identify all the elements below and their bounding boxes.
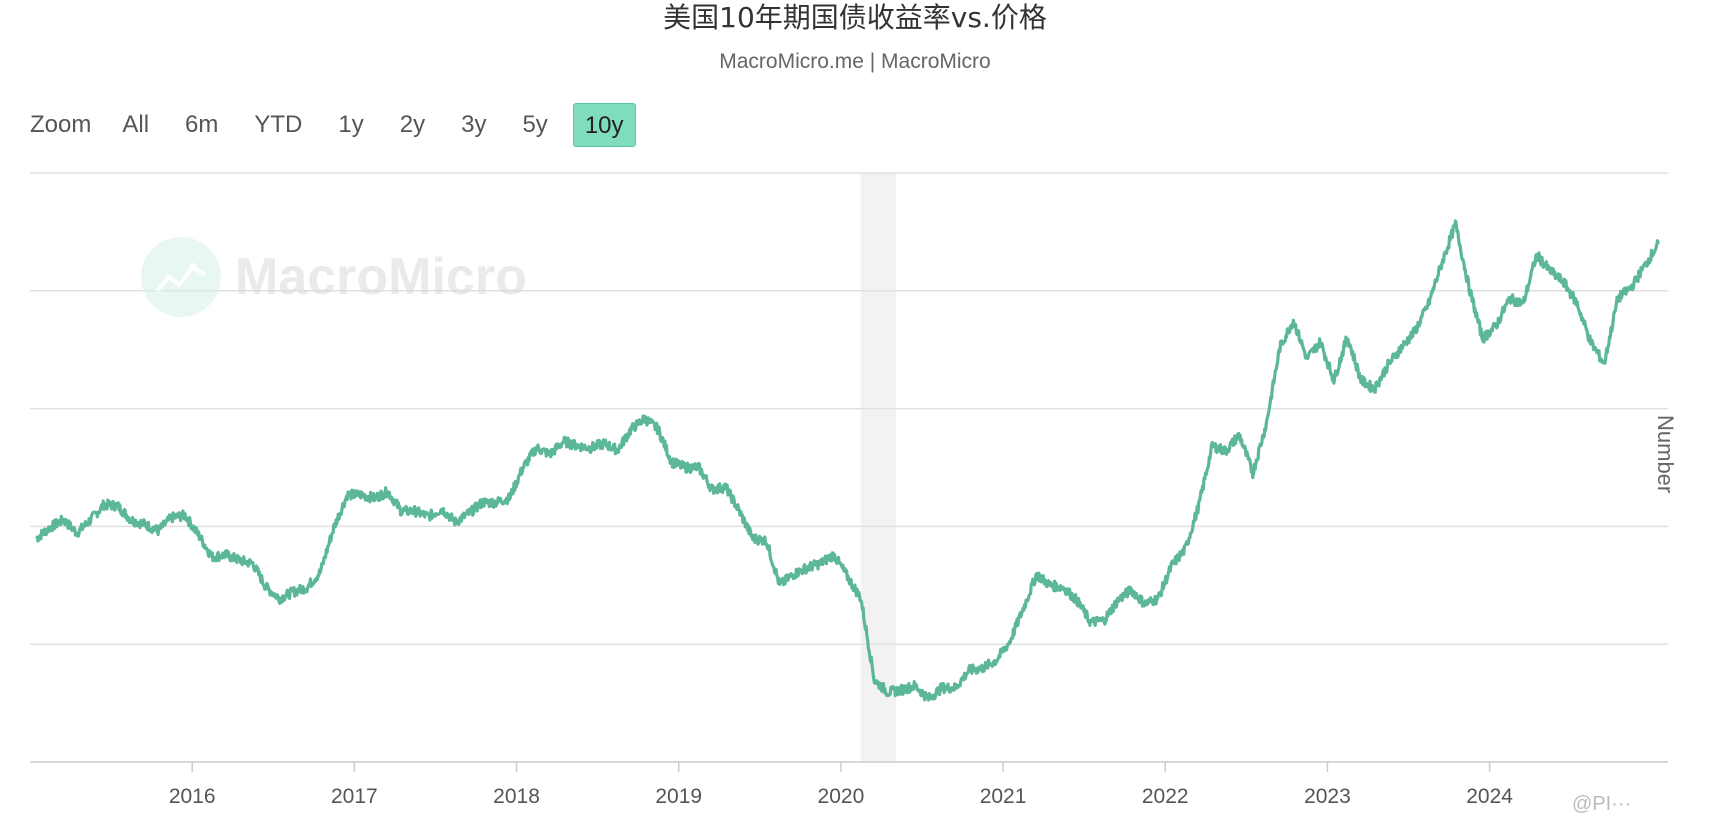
- range-button-6m[interactable]: 6m: [185, 111, 219, 138]
- x-tick-label: 2017: [331, 785, 378, 808]
- range-button-10y[interactable]: 10y: [572, 103, 636, 147]
- zoom-label: Zoom: [30, 111, 92, 138]
- range-button-5y[interactable]: 5y: [522, 111, 548, 138]
- x-axis: 2016 2017 2018 2019 2020 2021 2022 2023 2024: [169, 762, 1513, 808]
- range-button-all[interactable]: All: [122, 111, 150, 138]
- watermark-text: MacroMicro: [235, 248, 527, 306]
- y-axis-label: Number: [1653, 415, 1678, 494]
- chart-title: 美国10年期国债收益率vs.价格: [663, 1, 1047, 34]
- watermark: MacroMicro: [141, 237, 527, 317]
- range-selector: Zoom All 6m YTD 1y 2y 3y 5y 10y: [30, 103, 650, 147]
- x-tick-label: 2024: [1466, 785, 1513, 808]
- chart-subtitle: MacroMicro.me | MacroMicro: [719, 50, 991, 73]
- range-button-3y[interactable]: 3y: [461, 111, 487, 138]
- range-button-1y[interactable]: 1y: [338, 111, 364, 138]
- range-button-ytd[interactable]: YTD: [254, 111, 303, 138]
- x-tick-label: 2016: [169, 785, 216, 808]
- x-tick-label: 2020: [818, 785, 865, 808]
- x-tick-label: 2022: [1142, 785, 1189, 808]
- x-tick-label: 2021: [980, 785, 1027, 808]
- range-button-2y[interactable]: 2y: [399, 111, 426, 138]
- recession-band-layer: [860, 173, 897, 762]
- gridlines: [30, 172, 1668, 763]
- x-tick-label: 2023: [1304, 785, 1351, 808]
- image-credit: @PI···: [1572, 793, 1632, 815]
- series-line: [35, 219, 1660, 702]
- x-tick-label: 2019: [655, 785, 702, 808]
- x-tick-label: 2018: [493, 785, 540, 808]
- recession-band: [860, 173, 897, 762]
- macromicro-logo-icon: [141, 237, 221, 317]
- series-layer: [35, 219, 1660, 702]
